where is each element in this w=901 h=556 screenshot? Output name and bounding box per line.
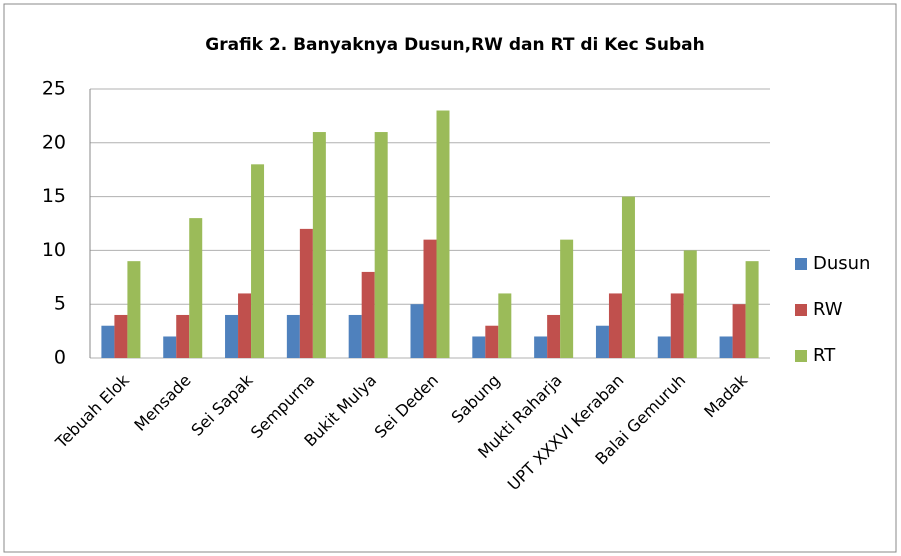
y-tick-label: 20 <box>42 131 66 153</box>
bar <box>732 304 746 358</box>
legend-label: RT <box>813 345 836 366</box>
bar <box>719 336 733 358</box>
bar <box>251 164 265 358</box>
bar <box>312 132 326 358</box>
bar <box>608 293 622 358</box>
bar <box>361 271 375 358</box>
bar <box>670 293 684 358</box>
legend-swatch <box>795 350 807 362</box>
bar <box>348 314 362 358</box>
bar <box>299 228 313 358</box>
bar <box>286 314 300 358</box>
bar <box>374 132 388 358</box>
y-tick-label: 5 <box>54 293 66 315</box>
bar <box>657 336 671 358</box>
bar <box>225 314 239 358</box>
bar <box>410 304 424 358</box>
legend-label: RW <box>813 299 843 320</box>
bar <box>498 293 512 358</box>
legend-label: Dusun <box>813 253 870 274</box>
bar <box>621 196 635 358</box>
chart-title: Grafik 2. Banyaknya Dusun,RW dan RT di K… <box>205 35 704 55</box>
bar <box>423 239 437 358</box>
bar <box>560 239 574 358</box>
bar <box>595 325 609 358</box>
y-tick-label: 0 <box>54 347 66 369</box>
y-tick-label: 15 <box>42 185 66 207</box>
bar <box>534 336 548 358</box>
y-tick-label: 10 <box>42 239 66 261</box>
bar <box>127 261 141 358</box>
y-tick-label: 25 <box>42 78 66 100</box>
bar <box>485 325 499 358</box>
legend-swatch <box>795 258 807 270</box>
bar <box>114 314 128 358</box>
legend-swatch <box>795 304 807 316</box>
bar <box>189 218 203 358</box>
bar <box>472 336 486 358</box>
bar <box>436 110 450 359</box>
bar <box>163 336 177 358</box>
bar <box>238 293 252 358</box>
bar <box>101 325 115 358</box>
bar <box>683 250 697 358</box>
bar <box>547 314 561 358</box>
bar <box>176 314 190 358</box>
bar <box>745 261 759 358</box>
